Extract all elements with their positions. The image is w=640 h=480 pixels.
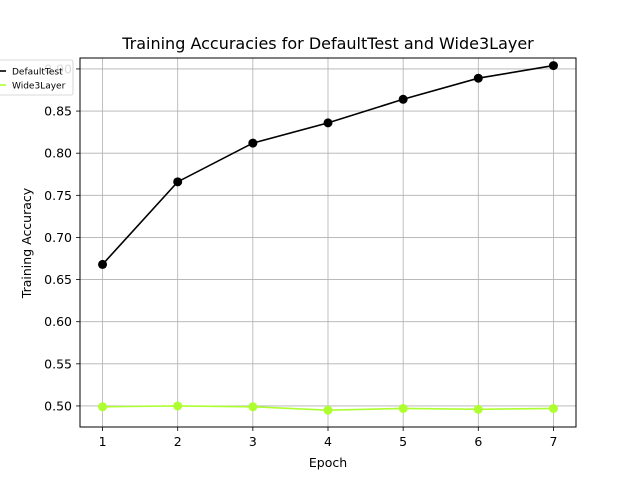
x-axis-label: Epoch xyxy=(309,455,347,470)
data-point xyxy=(398,94,408,104)
data-point xyxy=(323,118,333,128)
y-tick-label: 0.85 xyxy=(44,104,72,119)
data-point xyxy=(398,403,408,413)
data-point xyxy=(248,138,258,148)
axis-ticks: 12345670.500.550.600.650.700.750.800.850… xyxy=(44,61,557,449)
data-point xyxy=(323,405,333,415)
data-point xyxy=(248,402,258,412)
data-point xyxy=(98,259,108,269)
x-tick-label: 1 xyxy=(99,434,107,449)
y-tick-label: 0.50 xyxy=(44,398,72,413)
legend-label: DefaultTest xyxy=(12,68,63,78)
data-point xyxy=(173,401,183,411)
legend-label: Wide3Layer xyxy=(12,82,66,92)
data-point xyxy=(548,61,558,71)
x-tick-label: 6 xyxy=(474,434,482,449)
chart-title: Training Accuracies for DefaultTest and … xyxy=(121,34,534,53)
y-tick-label: 0.60 xyxy=(44,314,72,329)
x-tick-label: 3 xyxy=(249,434,257,449)
legend: DefaultTest Wide3Layer xyxy=(0,59,74,96)
x-tick-label: 5 xyxy=(399,434,407,449)
y-tick-label: 0.80 xyxy=(44,146,72,161)
y-tick-label: 0.75 xyxy=(44,188,72,203)
series-defaulttest xyxy=(98,61,558,269)
y-tick-label: 0.65 xyxy=(44,272,72,287)
x-tick-label: 4 xyxy=(324,434,332,449)
data-point xyxy=(98,402,108,412)
grid xyxy=(80,58,576,427)
data-point xyxy=(473,73,483,83)
data-point xyxy=(473,404,483,414)
series-group xyxy=(98,61,558,415)
y-tick-label: 0.70 xyxy=(44,230,72,245)
y-axis-label: Training Accuracy xyxy=(19,187,34,299)
legend-box xyxy=(0,59,74,96)
series-wide3layer xyxy=(98,401,558,415)
x-tick-label: 7 xyxy=(549,434,557,449)
data-point xyxy=(548,403,558,413)
data-point xyxy=(173,177,183,187)
y-tick-label: 0.55 xyxy=(44,356,72,371)
x-tick-label: 2 xyxy=(174,434,182,449)
